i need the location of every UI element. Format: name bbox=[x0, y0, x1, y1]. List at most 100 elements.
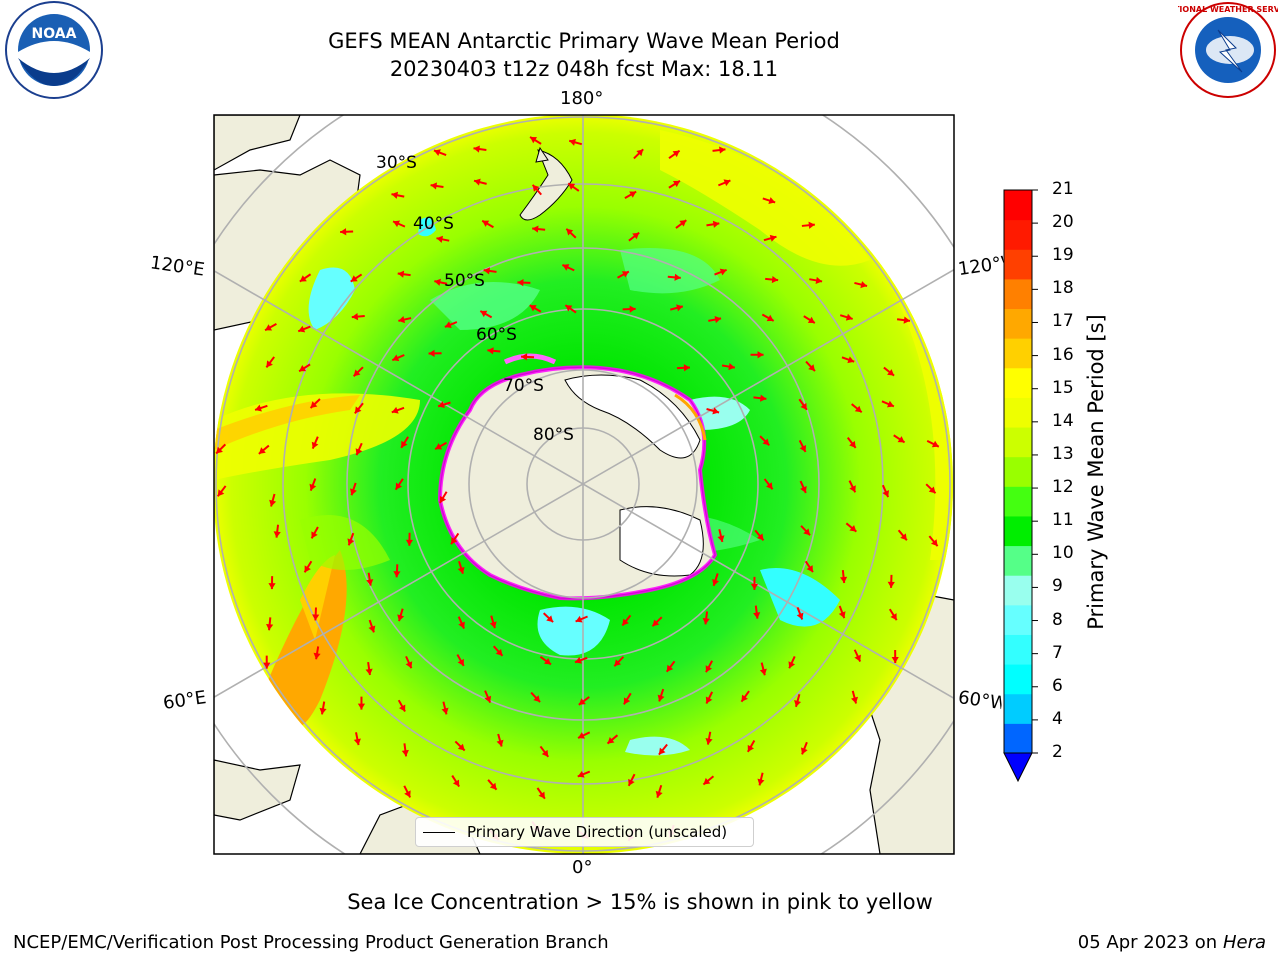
colorbar-tick-label: 7 bbox=[1052, 642, 1063, 663]
wave-arrow-head bbox=[351, 313, 359, 321]
wave-arrow-head bbox=[444, 321, 452, 329]
wave-arrow-head bbox=[405, 539, 414, 546]
wave-arrow-head bbox=[928, 486, 936, 494]
wave-arrow-head bbox=[672, 180, 680, 188]
wave-arrow-head bbox=[621, 271, 629, 278]
wave-arrow-head bbox=[705, 665, 713, 673]
wave-arrow-head bbox=[702, 617, 710, 625]
wave-arrow-head bbox=[712, 220, 720, 228]
colorbar-tick-label: 20 bbox=[1052, 212, 1074, 233]
colorbar-segment bbox=[1004, 486, 1032, 517]
wave-arrow-head bbox=[401, 440, 408, 448]
wave-direction-arrows bbox=[215, 136, 940, 842]
wave-arrow-head bbox=[319, 707, 327, 715]
lat-label-50s: 50°S bbox=[444, 271, 485, 291]
wave-arrow-head bbox=[392, 354, 400, 362]
legend-line-icon bbox=[423, 831, 455, 833]
host-name: Hera bbox=[1222, 932, 1266, 953]
wave-arrow-head bbox=[258, 447, 266, 454]
wave-arrow-head bbox=[312, 614, 320, 621]
wave-arrow-head bbox=[900, 533, 907, 541]
wave-arrow-head bbox=[404, 790, 411, 798]
wave-arrow-head bbox=[313, 652, 321, 660]
wave-arrow-head bbox=[428, 349, 435, 357]
wave-arrow-head bbox=[263, 662, 271, 669]
wave-arrow-head bbox=[728, 363, 735, 371]
chart-subtitle: 20230403 t12z 048h fcst Max: 18.11 bbox=[389, 57, 779, 81]
wave-arrow-head bbox=[311, 531, 318, 539]
wave-arrow-head bbox=[719, 146, 726, 154]
date-text: 05 Apr 2023 on bbox=[1077, 932, 1218, 953]
wave-arrow-head bbox=[541, 749, 549, 757]
wave-arrow-head bbox=[796, 612, 804, 620]
wave-arrow-head bbox=[565, 305, 573, 312]
wave-arrow-head bbox=[800, 485, 807, 493]
wave-arrow-head bbox=[546, 615, 554, 623]
wave-arrow-head bbox=[353, 369, 361, 377]
map-frame bbox=[213, 114, 955, 855]
colorbar-segment bbox=[1004, 190, 1032, 221]
wave-arrow-head bbox=[575, 656, 582, 664]
lat-label-80s: 80°S bbox=[533, 425, 574, 445]
colorbar-segment bbox=[1004, 545, 1032, 576]
wave-arrow-head bbox=[891, 656, 899, 664]
wave-arrow-head bbox=[309, 483, 317, 491]
colorbar-tick-label: 4 bbox=[1052, 708, 1063, 729]
wave-arrow-head bbox=[310, 401, 318, 408]
wave-arrow-head bbox=[628, 778, 635, 786]
wave-arrow-head bbox=[273, 531, 281, 538]
colorbar-segment bbox=[1004, 723, 1032, 754]
antarctica bbox=[437, 353, 718, 601]
wave-arrow-head bbox=[397, 270, 405, 278]
wave-arrow-head bbox=[712, 579, 719, 586]
lon-label-bottom: 0° bbox=[572, 857, 593, 878]
colorbar-tick-label: 12 bbox=[1052, 477, 1074, 498]
lat-label-30s: 30°S bbox=[376, 153, 417, 173]
wave-arrow-head bbox=[766, 314, 774, 322]
wave-arrow-head bbox=[395, 482, 403, 490]
wave-arrow-head bbox=[807, 316, 815, 323]
wave-arrow-head bbox=[652, 619, 660, 627]
wave-arrow-head bbox=[578, 732, 586, 739]
wave-arrow-head bbox=[350, 275, 358, 282]
wave-arrow-head bbox=[405, 661, 413, 669]
colorbar-segment bbox=[1004, 219, 1032, 250]
wave-arrow-head bbox=[433, 149, 441, 156]
wave-arrow-head bbox=[397, 614, 405, 622]
colorbar-tick-label: 14 bbox=[1052, 410, 1074, 431]
wave-arrow-head bbox=[897, 436, 905, 443]
lat-label-40s: 40°S bbox=[413, 214, 454, 234]
wave-arrow-head bbox=[255, 404, 262, 412]
wave-arrow-head bbox=[355, 448, 363, 456]
credit-line: NCEP/EMC/Verification Post Processing Pr… bbox=[13, 932, 609, 953]
wave-arrow-head bbox=[839, 576, 848, 584]
wave-arrow-head bbox=[887, 581, 895, 588]
colorbar-tick-label: 8 bbox=[1052, 609, 1063, 630]
colorbar-tick-label: 11 bbox=[1052, 510, 1074, 531]
colorbar-tick-label: 15 bbox=[1052, 377, 1074, 398]
wave-arrow-head bbox=[803, 528, 811, 536]
wave-arrow-head bbox=[719, 268, 727, 276]
wave-arrow-head bbox=[632, 232, 640, 240]
wave-arrow-head bbox=[457, 566, 465, 574]
wave-arrow-head bbox=[391, 406, 399, 414]
wave-arrow-head bbox=[607, 736, 615, 744]
wave-arrow-head bbox=[717, 535, 725, 542]
wave-arrow-head bbox=[629, 305, 636, 313]
wave-arrow-head bbox=[622, 618, 629, 626]
wave-arrow-head bbox=[714, 315, 722, 324]
colorbar-outline bbox=[1003, 189, 1033, 754]
wave-arrow-head bbox=[838, 611, 846, 619]
wave-arrow-head bbox=[636, 149, 644, 157]
wave-arrow-head bbox=[266, 623, 274, 631]
wave-arrow-head bbox=[458, 621, 465, 629]
wave-arrow-head bbox=[480, 310, 488, 318]
wave-arrow-head bbox=[766, 482, 773, 490]
wave-arrow-head bbox=[562, 264, 570, 271]
noaa-logo-icon: NOAA bbox=[5, 1, 103, 99]
wave-arrow-head bbox=[794, 700, 802, 707]
wave-arrow-head bbox=[672, 150, 680, 158]
wave-arrow-head bbox=[483, 267, 491, 275]
wave-arrow-head bbox=[760, 394, 767, 402]
